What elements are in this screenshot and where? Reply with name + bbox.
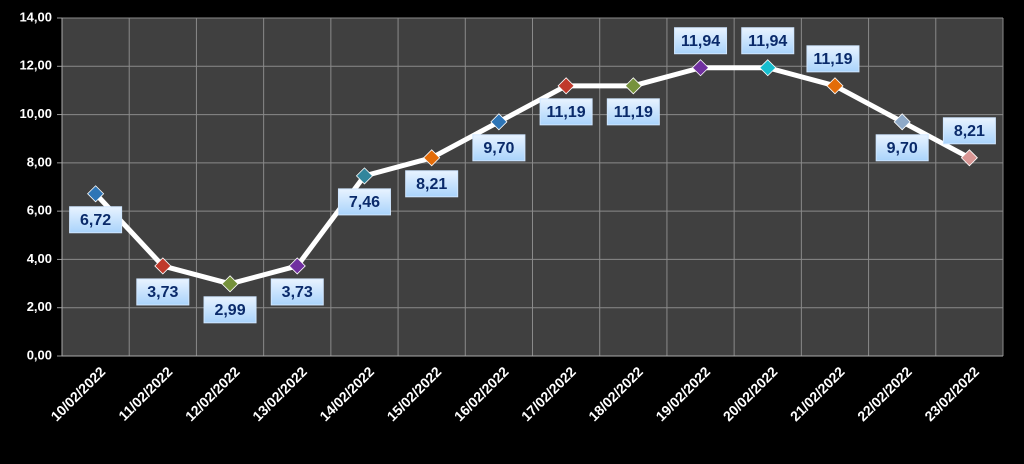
- data-label-box: [136, 278, 190, 306]
- marker: [893, 113, 911, 131]
- data-label-box: [942, 117, 996, 145]
- x-tick-label: 23/02/2022: [921, 363, 982, 424]
- data-label: 7,46: [349, 194, 380, 211]
- data-label-box: [270, 278, 324, 306]
- marker: [355, 167, 374, 185]
- x-tick-label: 11/02/2022: [115, 363, 175, 423]
- data-label-box: [741, 27, 795, 55]
- marker: [490, 113, 508, 131]
- marker: [288, 257, 306, 275]
- y-tick-label: 6,00: [27, 203, 52, 218]
- x-tick-label: 19/02/2022: [652, 363, 713, 424]
- x-tick-label: 10/02/2022: [47, 363, 108, 424]
- data-label: 8,21: [954, 123, 985, 140]
- y-tick-label: 2,00: [27, 299, 52, 314]
- y-tick-label: 0,00: [27, 347, 52, 362]
- data-label: 11,19: [547, 104, 586, 121]
- data-label: 9,70: [483, 140, 514, 157]
- data-label: 11,19: [614, 104, 653, 121]
- x-tick-label: 16/02/2022: [451, 363, 512, 424]
- data-label: 9,70: [887, 140, 918, 157]
- data-label: 11,19: [813, 51, 852, 68]
- data-label: 11,94: [681, 33, 720, 50]
- marker: [691, 59, 710, 77]
- data-label: 2,99: [214, 302, 245, 319]
- marker: [154, 257, 172, 275]
- y-tick-label: 8,00: [27, 154, 52, 169]
- line: [93, 65, 971, 287]
- marker: [624, 77, 642, 95]
- marker: [423, 149, 441, 167]
- data-label-box: [539, 98, 593, 126]
- x-tick-label: 15/02/2022: [384, 363, 445, 424]
- data-label: 3,73: [147, 284, 178, 301]
- x-tick-label: 13/02/2022: [249, 363, 310, 424]
- data-label-box: [69, 206, 123, 234]
- data-label-box: [472, 134, 526, 162]
- marker: [960, 149, 978, 167]
- y-tick-label: 4,00: [27, 251, 52, 266]
- x-tick-label: 18/02/2022: [585, 363, 646, 424]
- data-label-box: [875, 134, 929, 162]
- data-label: 11,94: [748, 33, 787, 50]
- y-tick-label: 12,00: [19, 58, 52, 73]
- marker: [759, 59, 777, 77]
- data-label-box: [337, 188, 391, 216]
- marker: [826, 77, 844, 95]
- data-label: 8,21: [416, 176, 447, 193]
- x-tick-label: 17/02/2022: [518, 363, 579, 424]
- x-tick-label: 22/02/2022: [854, 363, 915, 424]
- y-tick-label: 14,00: [19, 9, 52, 24]
- x-tick-label: 14/02/2022: [316, 363, 377, 424]
- data-label: 6,72: [80, 212, 111, 229]
- data-label-box: [203, 296, 257, 324]
- x-tick-label: 12/02/2022: [182, 363, 243, 424]
- marker: [221, 275, 239, 293]
- data-label-box: [674, 27, 728, 55]
- data-label-box: [806, 45, 860, 73]
- data-label-box: [606, 98, 660, 126]
- marker: [557, 77, 575, 95]
- data-label-box: [405, 170, 459, 198]
- marker: [87, 185, 105, 203]
- x-tick-label: 20/02/2022: [720, 363, 781, 424]
- y-tick-label: 10,00: [19, 106, 52, 121]
- x-tick-label: 21/02/2022: [787, 363, 848, 424]
- data-label: 3,73: [282, 284, 313, 301]
